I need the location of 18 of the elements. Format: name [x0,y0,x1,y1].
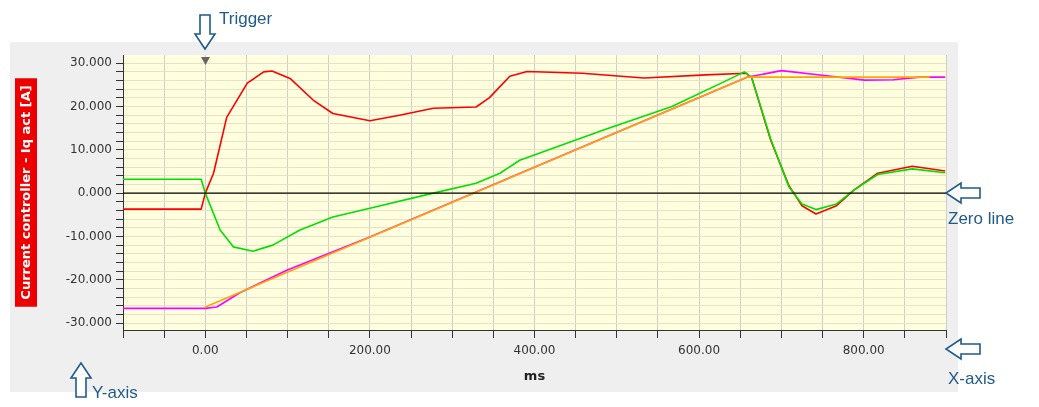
x-tick-label: 800.00 [842,343,885,358]
y-tick-label: 20.000 [70,98,112,113]
x-axis-title: ms [523,368,546,384]
y-tick-label: -30.000 [65,315,112,330]
x-tick-label: 0.00 [191,343,219,358]
x-tick-label: 600.00 [678,343,721,358]
text: X-axis [948,369,996,388]
text: Trigger [219,9,273,28]
y-tick-label: 30.000 [70,55,112,70]
y-tick-label: 0.000 [77,185,112,200]
y-tick-label: -10.000 [65,228,112,243]
text: Y-axis [92,383,138,402]
y-tick-label: -20.000 [65,271,112,286]
y-tick-label: 10.000 [70,141,112,156]
ref-line-label: Zero line [948,208,1015,228]
y-axis-title: Current controller - Iq act [A] [18,85,34,300]
x-tick-label: 200.00 [348,343,391,358]
x-tick-label: 400.00 [513,343,556,358]
